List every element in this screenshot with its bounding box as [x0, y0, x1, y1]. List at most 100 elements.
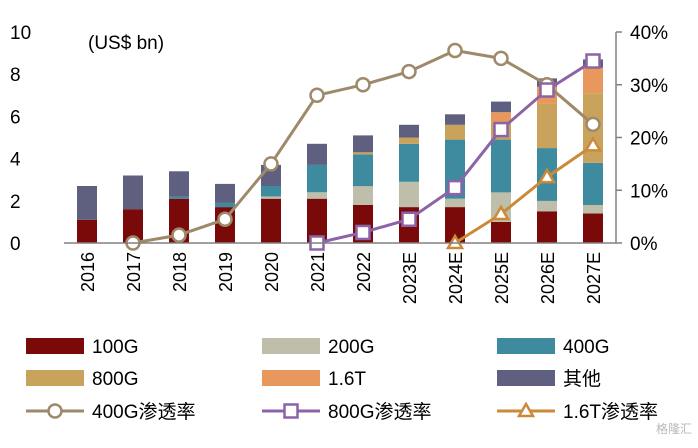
- bar-100G-2025E: [491, 221, 511, 243]
- legend-swatch-800G: [26, 370, 84, 386]
- bar-100G-2020: [261, 198, 281, 243]
- legend-label-800G: 800G: [92, 369, 138, 390]
- marker-1.6T渗透率-2026E: [537, 167, 557, 184]
- bar-100G-2017: [123, 209, 143, 243]
- legend-label-100G: 100G: [92, 337, 138, 358]
- bar-其他-2017: [123, 175, 143, 210]
- x-tick-label: 2027E: [584, 252, 604, 304]
- x-tick-label: 2018: [170, 252, 190, 292]
- bar-100G-2021: [307, 198, 327, 243]
- y-right-tick-label: 20%: [630, 129, 668, 150]
- x-tick-label: 2023E: [400, 252, 420, 304]
- legend-marker-1.6T渗透率: [516, 401, 536, 418]
- legend-label-400G: 400G: [563, 337, 609, 358]
- y-left-tick-label: 10: [10, 23, 31, 44]
- marker-800G渗透率-2026E: [539, 82, 555, 98]
- marker-400G渗透率-2024E: [447, 42, 463, 59]
- y-left-tick-label: 2: [10, 192, 21, 213]
- marker-800G渗透率-2025E: [493, 121, 509, 138]
- x-tick-label: 2026E: [538, 252, 558, 304]
- marker-400G渗透率-2027E: [585, 116, 601, 133]
- bar-100G-2016: [77, 219, 97, 243]
- bar-100G-2027E: [583, 213, 603, 243]
- bar-其他-2024E: [445, 114, 465, 125]
- bar-1.6T-2027E: [583, 67, 603, 94]
- bar-400G-2022: [353, 154, 373, 187]
- legend-label-800G渗透率: 800G渗透率: [328, 401, 431, 423]
- lines-layer: [125, 42, 603, 251]
- x-tick-label: 2021: [308, 252, 328, 292]
- bar-400G-2018: [169, 196, 189, 199]
- marker-400G渗透率-2023E: [401, 63, 417, 80]
- bar-其他-2022: [353, 135, 373, 153]
- marker-800G渗透率-2024E: [447, 179, 463, 196]
- x-tick-label: 2025E: [492, 252, 512, 304]
- legend-swatch-其他: [497, 370, 555, 386]
- line-1.6T渗透率: [454, 144, 594, 245]
- bar-1.6T-2025E: [491, 112, 511, 123]
- marker-1.6T渗透率-2027E: [583, 135, 603, 152]
- legend-swatch-400G: [497, 338, 555, 354]
- bar-100G-2024E: [445, 207, 465, 243]
- marker-800G渗透率-2023E: [401, 211, 417, 228]
- x-tick-label: 2016: [78, 252, 98, 292]
- bar-200G-2023E: [399, 181, 419, 208]
- legend-label-200G: 200G: [328, 337, 374, 358]
- watermark-logo: 格隆汇: [655, 422, 692, 436]
- bar-其他-2018: [169, 171, 189, 197]
- y-right-tick-label: 40%: [630, 23, 668, 44]
- bar-200G-2022: [353, 186, 373, 205]
- bar-100G-2026E: [537, 211, 557, 243]
- bar-200G-2027E: [583, 205, 603, 214]
- bar-200G-2020: [261, 196, 281, 199]
- marker-400G渗透率-2025E: [493, 50, 509, 67]
- marker-400G渗透率-2021: [309, 87, 325, 104]
- bar-400G-2019: [215, 202, 235, 208]
- bar-200G-2026E: [537, 200, 557, 212]
- bar-400G-2025E: [491, 139, 511, 193]
- marker-800G渗透率-2027E: [585, 53, 601, 69]
- bar-200G-2024E: [445, 198, 465, 208]
- marker-400G渗透率-2020: [263, 156, 279, 172]
- y-right-tick-label: 0%: [630, 234, 658, 255]
- x-tick-label: 2020: [262, 252, 282, 292]
- legend-label-1.6T: 1.6T: [328, 369, 366, 390]
- bar-400G-2027E: [583, 162, 603, 205]
- y-left-tick-label: 0: [10, 234, 21, 255]
- marker-400G渗透率-2018: [171, 227, 187, 243]
- y-left-tick-label: 6: [10, 107, 21, 128]
- bar-400G-2020: [261, 186, 281, 197]
- y-left-tick-label: 4: [10, 150, 21, 171]
- marker-400G渗透率-2022: [355, 77, 371, 93]
- x-tick-label: 2024E: [446, 252, 466, 304]
- bar-200G-2021: [307, 192, 327, 199]
- legend-marker-400G渗透率: [47, 403, 63, 419]
- marker-1.6T渗透率-2024E: [445, 233, 465, 250]
- bar-800G-2023E: [399, 137, 419, 144]
- legend-label-400G渗透率: 400G渗透率: [92, 401, 195, 423]
- bar-其他-2019: [215, 183, 235, 203]
- legend-swatch-200G: [262, 338, 320, 354]
- marker-1.6T渗透率-2025E: [491, 204, 511, 221]
- bar-其他-2021: [307, 143, 327, 165]
- marker-800G渗透率-2022: [355, 224, 371, 241]
- bars-layer: [77, 59, 603, 243]
- y-right-tick-label: 10%: [630, 181, 668, 202]
- unit-label: (US$ bn): [88, 33, 164, 54]
- legend-swatch-1.6T: [262, 370, 320, 386]
- axes-layer: 0 2 4 6 8 10 0% 10% 20% 30% 40% 2016 2017 2018 2019 202…: [10, 23, 668, 304]
- legend-label-其他: 其他: [563, 368, 601, 390]
- bar-其他-2016: [77, 186, 97, 220]
- bar-400G-2023E: [399, 143, 419, 182]
- x-tick-label: 2019: [216, 252, 236, 292]
- bar-800G-2026E: [537, 103, 557, 148]
- legend: 100G 200G 400G 800G 1.6T 其他 400G渗透率 800G渗透率 1.6T…: [26, 337, 658, 423]
- bar-800G-2024E: [445, 124, 465, 140]
- y-right-tick-label: 30%: [630, 76, 668, 97]
- marker-400G渗透率-2019: [217, 211, 233, 228]
- legend-marker-800G渗透率: [283, 403, 299, 419]
- bar-800G-2022: [353, 152, 373, 155]
- bar-400G-2021: [307, 164, 327, 193]
